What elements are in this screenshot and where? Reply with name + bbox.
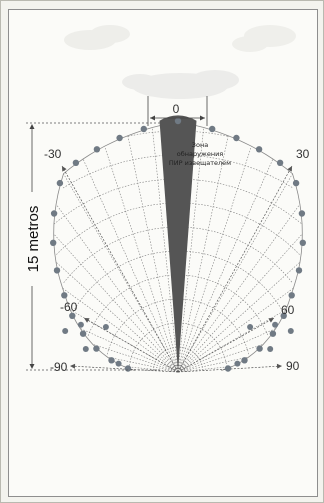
detection-dot: [72, 159, 80, 166]
angle-label-minus-90: -90: [50, 360, 68, 374]
central-beam: [159, 115, 197, 372]
detection-dot: [287, 328, 294, 334]
detection-dot: [93, 146, 101, 153]
angle-arrow: [177, 165, 293, 373]
grid-ray: [107, 356, 179, 373]
grid-ray: [177, 356, 249, 373]
detection-dot: [247, 324, 254, 330]
grid-ray: [152, 127, 179, 373]
zone-caption-line3: ПИР извещателем: [169, 159, 231, 167]
grid-ray: [177, 204, 301, 373]
detection-dot: [276, 159, 284, 166]
detection-dot: [56, 179, 64, 187]
arrow-head: [268, 318, 274, 323]
detection-dot: [288, 292, 295, 299]
detection-dot: [108, 357, 115, 364]
detection-dot: [140, 125, 147, 133]
detection-dot: [116, 134, 123, 142]
detection-dot: [115, 360, 122, 367]
detection-dot: [62, 328, 69, 334]
angle-label-minus-60: -60: [60, 300, 78, 314]
arrow-head: [62, 166, 67, 172]
grid-ray: [55, 204, 179, 373]
grid-ray: [177, 173, 293, 373]
arrow-head: [276, 363, 282, 369]
angle-label-minus-30: -30: [44, 147, 62, 161]
detection-dot: [233, 134, 240, 142]
detection-dot: [255, 146, 263, 153]
detection-dot: [299, 239, 306, 246]
grid-ray: [123, 366, 179, 373]
grid-ray: [104, 146, 179, 373]
detection-dot: [174, 117, 182, 125]
detection-dot: [292, 179, 300, 187]
detection-dot: [295, 267, 303, 274]
arrow-head: [84, 318, 90, 323]
angle-arrow: [177, 317, 275, 373]
zone-caption-line2: обнаружения: [177, 150, 224, 158]
arrow-head: [70, 363, 76, 369]
angle-label-60: 60: [281, 303, 295, 317]
detection-dot: [77, 321, 84, 328]
angle-arrow: [69, 365, 179, 373]
distance-marker: [24, 122, 160, 371]
angle-label-90: 90: [286, 359, 300, 373]
detection-dot: [256, 345, 263, 352]
detection-dot: [269, 330, 277, 337]
detection-dot: [82, 346, 89, 352]
detection-dots: [50, 117, 306, 372]
detection-dot: [298, 210, 306, 217]
detection-dot: [61, 292, 68, 299]
grid-ray: [177, 146, 252, 373]
grid-ray: [177, 135, 229, 373]
grid-ray: [177, 366, 233, 373]
angle-label-30: 30: [296, 147, 310, 161]
arrow-head: [287, 166, 292, 172]
grid-arc: [128, 322, 228, 369]
grid-ray: [53, 233, 179, 373]
detection-dot: [93, 345, 100, 352]
angle-arrow: [61, 165, 179, 373]
angle-arrows: [61, 165, 293, 373]
detection-dot: [272, 321, 279, 328]
grid-ray: [177, 233, 303, 373]
detection-dot: [267, 346, 274, 352]
grid-ray: [177, 127, 204, 373]
detection-dot: [79, 330, 87, 337]
detection-beam: [159, 115, 197, 372]
detection-dot: [102, 324, 109, 330]
width-marker: [147, 96, 208, 126]
zone-caption-line1: Зона: [192, 141, 208, 149]
grid-arc: [127, 130, 229, 137]
detection-dot: [124, 365, 132, 372]
detection-dot: [53, 267, 61, 274]
detection-dot: [224, 365, 232, 372]
detection-dot: [50, 210, 58, 217]
grid-ray: [55, 261, 179, 373]
detection-dot: [280, 312, 287, 319]
grid-ray: [177, 261, 301, 373]
grid-ray: [177, 158, 274, 373]
grid-ray: [82, 158, 179, 373]
angle-arrow: [83, 317, 179, 373]
distance-label: 15 metros: [25, 206, 42, 273]
detection-dot: [209, 125, 216, 133]
grid-ray: [127, 135, 179, 373]
detection-dot: [69, 312, 76, 319]
cloud-shapes: [64, 25, 296, 99]
grid-arc: [152, 346, 204, 372]
detection-dot: [241, 357, 248, 364]
grid-arc: [63, 226, 293, 283]
detection-dot: [50, 239, 57, 246]
detection-dot: [234, 360, 241, 367]
angle-label-0: 0: [173, 102, 180, 116]
grid-ray: [63, 173, 179, 373]
